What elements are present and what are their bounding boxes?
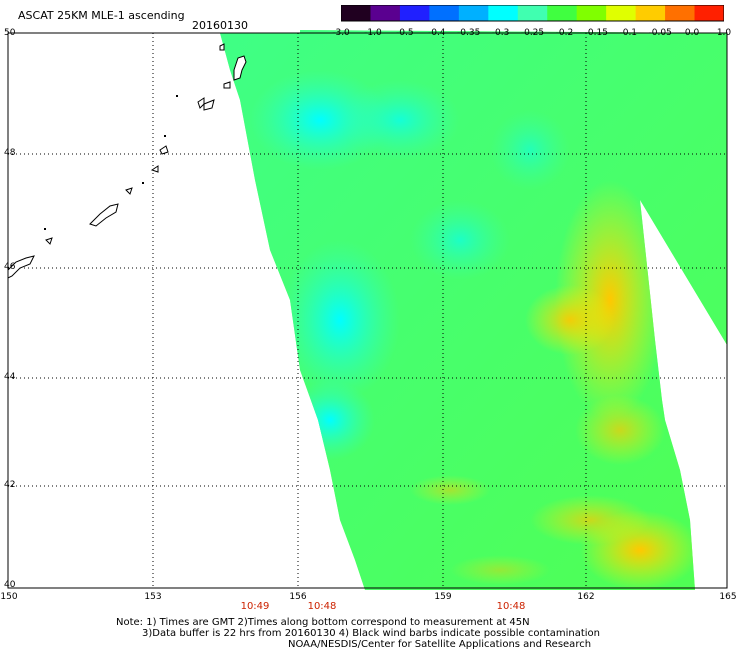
pass-time-2: 10:48 — [307, 601, 337, 612]
colorbar-label: -3.0 — [332, 28, 350, 38]
lat-label-40: 40 — [4, 580, 16, 590]
lat-label-50: 50 — [4, 28, 16, 38]
lon-label-162: 162 — [577, 592, 595, 602]
coastline — [7, 43, 247, 279]
map-frame — [7, 32, 728, 589]
colorbar-label: 1.0 — [716, 28, 732, 38]
note-line-3: NOAA/NESDIS/Center for Satellite Applica… — [288, 639, 592, 650]
lat-label-42: 42 — [4, 480, 16, 490]
colorbar — [341, 5, 724, 22]
colorbar-segment — [517, 5, 548, 21]
lat-label-46: 46 — [4, 262, 16, 272]
note-line-1: Note: 1) Times are GMT 2)Times along bot… — [116, 617, 530, 628]
colorbar-segment — [694, 5, 724, 21]
colorbar-label: -0.5 — [396, 28, 414, 38]
colorbar-label: -0.2 — [555, 28, 574, 38]
lon-label-153: 153 — [144, 592, 162, 602]
swath — [220, 30, 727, 590]
colorbar-label: -0.15 — [584, 28, 608, 38]
lon-label-165: 165 — [719, 592, 737, 602]
pass-time-1: 10:49 — [240, 601, 270, 612]
colorbar-label: 0.0 — [684, 28, 700, 38]
colorbar-segment — [606, 5, 637, 21]
map-date: 20160130 — [192, 19, 248, 32]
colorbar-segment — [547, 5, 578, 21]
colorbar-segment — [429, 5, 460, 21]
colorbar-segment — [399, 5, 430, 21]
lon-label-150: 150 — [0, 592, 18, 602]
lat-label-48: 48 — [4, 148, 16, 158]
colorbar-segment — [576, 5, 607, 21]
colorbar-label: -0.3 — [491, 28, 510, 38]
note-line-2: 3)Data buffer is 22 hrs from 20160130 4)… — [142, 628, 600, 639]
colorbar-label: -0.1 — [619, 28, 638, 38]
colorbar-segment — [488, 5, 519, 21]
graticule — [8, 33, 727, 588]
colorbar-label: -0.35 — [457, 28, 481, 38]
colorbar-segment — [458, 5, 489, 21]
lat-label-44: 44 — [4, 372, 16, 382]
colorbar-segment — [341, 5, 371, 21]
colorbar-segment — [665, 5, 696, 21]
colorbar-label: -0.25 — [520, 28, 545, 38]
colorbar-label: -0.4 — [427, 28, 446, 38]
pass-time-3: 10:48 — [496, 601, 526, 612]
colorbar-label: -0.05 — [648, 28, 672, 38]
colorbar-segment — [370, 5, 401, 21]
lon-label-159: 159 — [434, 592, 452, 602]
lon-label-156: 156 — [289, 592, 307, 602]
colorbar-segment — [635, 5, 666, 21]
colorbar-label: -1.0 — [364, 28, 382, 38]
map-title: ASCAT 25KM MLE-1 ascending — [18, 9, 185, 22]
